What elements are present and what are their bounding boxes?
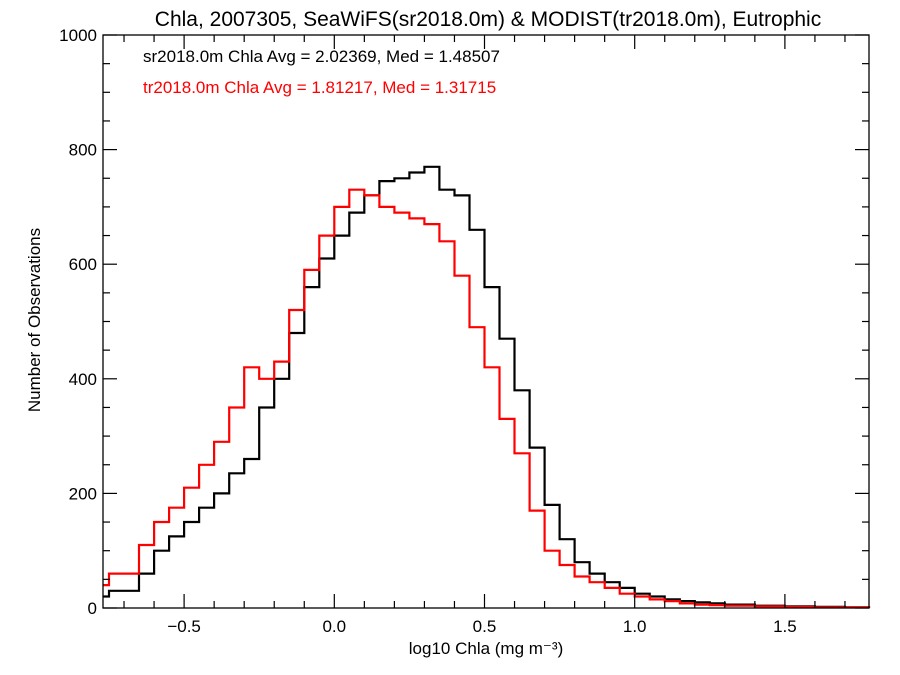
y-tick-label: 600 — [69, 255, 97, 274]
histogram-line-1 — [103, 188, 871, 609]
y-tick-label: 0 — [88, 599, 97, 618]
annotation-black: sr2018.0m Chla Avg = 2.02369, Med = 1.48… — [143, 47, 500, 66]
y-tick-label: 200 — [69, 484, 97, 503]
x-tick-label: 1.5 — [773, 617, 797, 636]
y-axis-label: Number of Observations — [25, 228, 44, 412]
annotation-red: tr2018.0m Chla Avg = 1.81217, Med = 1.31… — [143, 78, 496, 97]
x-tick-label: −0.5 — [167, 617, 201, 636]
chart-title: Chla, 2007305, SeaWiFS(sr2018.0m) & MODI… — [155, 8, 821, 31]
x-tick-label: 0.5 — [473, 617, 497, 636]
x-tick-label: 1.0 — [623, 617, 647, 636]
y-tick-label: 800 — [69, 141, 97, 160]
plot-frame — [102, 34, 870, 609]
tick-layer: 0 200 400 600 800 1000 −0.5 0.0 0.5 1.0 1.5 — [59, 26, 869, 636]
x-tick-label: 0.0 — [322, 617, 346, 636]
series-layer — [103, 165, 871, 609]
histogram-line-0 — [103, 165, 871, 609]
y-tick-label: 400 — [69, 370, 97, 389]
y-tick-label: 1000 — [59, 26, 97, 45]
x-axis-label: log10 Chla (mg m⁻³) — [409, 639, 563, 658]
